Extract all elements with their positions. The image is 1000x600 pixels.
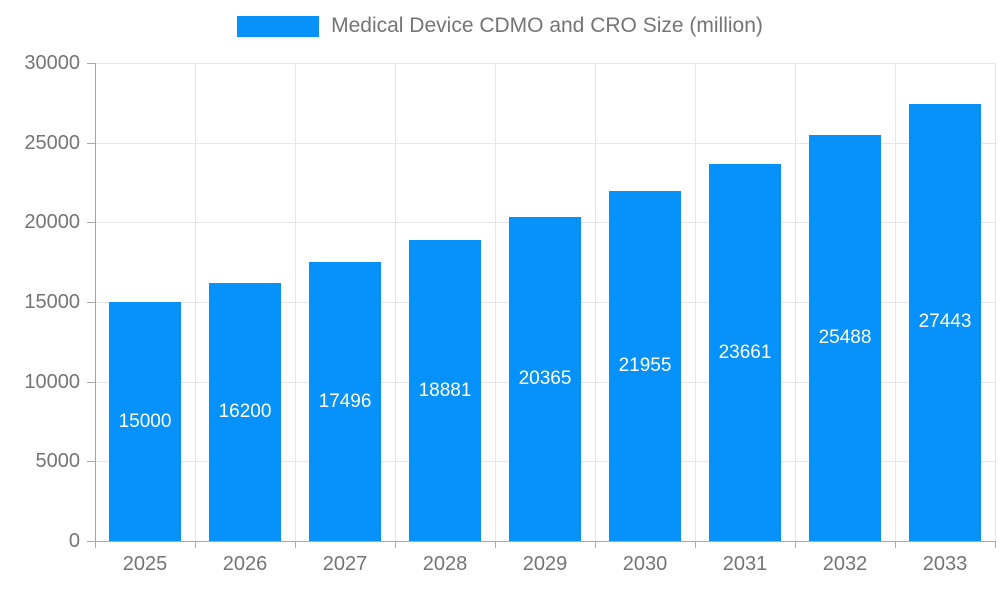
- legend-label: Medical Device CDMO and CRO Size (millio…: [331, 14, 763, 37]
- y-axis-label: 20000: [24, 211, 80, 234]
- x-axis-label: 2030: [622, 553, 668, 575]
- bar-value-label: 21955: [618, 355, 672, 377]
- x-tick: [95, 541, 96, 548]
- plot-area: 15000 16200 17496 18881 20365 21955 23661 25488…: [95, 63, 996, 541]
- x-tick: [195, 541, 196, 548]
- gridline-v: [595, 63, 596, 541]
- bar-value-label: 27443: [918, 311, 972, 333]
- x-axis-label: 2033: [922, 553, 968, 575]
- gridline-v: [495, 63, 496, 541]
- x-tick: [895, 541, 896, 548]
- y-axis-label: 0: [68, 530, 80, 552]
- bar: [709, 164, 781, 541]
- y-tick: [87, 381, 95, 383]
- bar-value-label: 16200: [218, 400, 272, 422]
- bar: [209, 282, 281, 541]
- bar-value-label: 25488: [818, 326, 872, 348]
- x-axis-line: [87, 541, 995, 542]
- gridline-v: [795, 63, 796, 541]
- y-axis-label: 10000: [24, 370, 80, 393]
- gridline-h: [95, 142, 995, 144]
- gridline-v: [995, 63, 996, 541]
- bar-value-label: 15000: [118, 410, 172, 432]
- x-axis-label: 2025: [122, 553, 168, 575]
- chart-legend: Medical Device CDMO and CRO Size (millio…: [0, 14, 1000, 38]
- y-axis-label: 25000: [24, 131, 80, 154]
- y-tick: [87, 63, 95, 64]
- x-tick: [595, 541, 596, 548]
- y-tick: [87, 142, 95, 144]
- bar: [909, 103, 981, 541]
- x-tick: [995, 541, 996, 548]
- y-tick: [87, 461, 95, 463]
- gridline-v: [395, 63, 396, 541]
- x-tick: [795, 541, 796, 548]
- bar: [309, 262, 381, 541]
- y-axis-line: [95, 63, 96, 548]
- legend-swatch-icon: [237, 15, 320, 37]
- x-axis-label: 2032: [822, 553, 868, 575]
- x-axis-label: 2029: [522, 553, 568, 575]
- bar: [409, 240, 481, 541]
- x-tick: [495, 541, 496, 548]
- bar-value-label: 20365: [518, 367, 572, 389]
- y-tick: [87, 302, 95, 303]
- y-tick: [87, 222, 95, 224]
- x-axis-label: 2028: [422, 553, 468, 575]
- bar: [509, 216, 581, 541]
- x-tick: [295, 541, 296, 548]
- gridline-h: [95, 63, 995, 64]
- gridline-v: [895, 63, 896, 541]
- x-axis-label: 2027: [322, 553, 368, 575]
- x-axis-label: 2026: [222, 553, 268, 575]
- y-axis-label: 30000: [24, 52, 80, 74]
- y-tick: [87, 541, 95, 542]
- bar-value-label: 18881: [418, 379, 472, 401]
- gridline-v: [195, 63, 196, 541]
- bar-value-label: 17496: [318, 390, 372, 412]
- y-axis-label: 15000: [24, 291, 80, 313]
- bar: [609, 191, 681, 541]
- bar-value-label: 23661: [718, 341, 772, 363]
- x-axis-label: 2031: [722, 553, 768, 575]
- x-tick: [695, 541, 696, 548]
- gridline-v: [695, 63, 696, 541]
- y-axis-label: 5000: [35, 450, 81, 473]
- bar: [809, 134, 881, 541]
- bar: [109, 302, 181, 541]
- x-tick: [395, 541, 396, 548]
- gridline-v: [295, 63, 296, 541]
